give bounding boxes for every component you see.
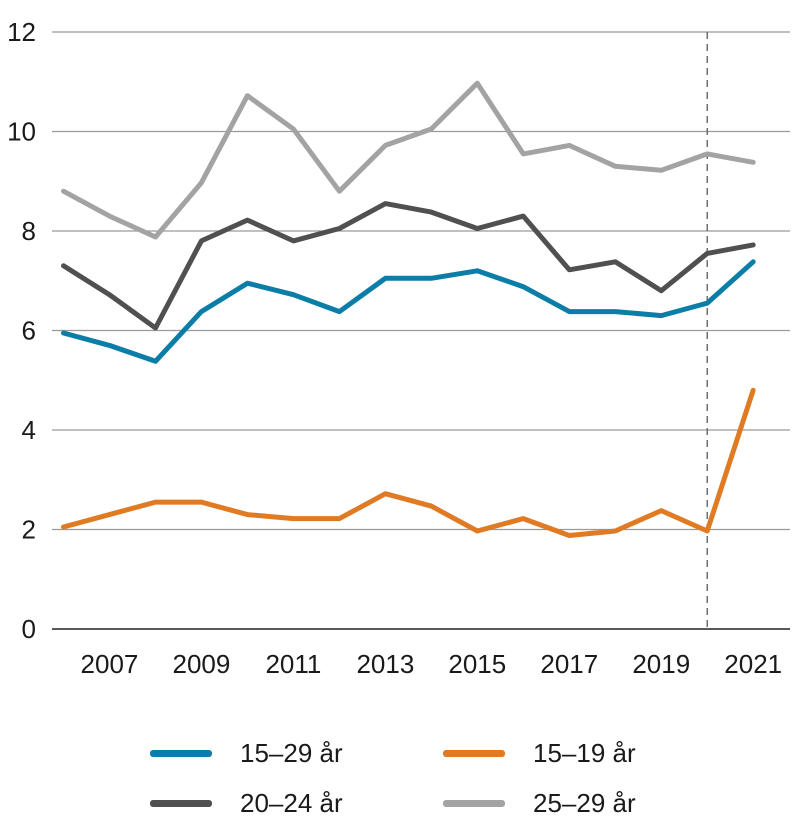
y-tick-label: 4: [22, 415, 36, 445]
x-tick-label: 2009: [173, 649, 231, 679]
legend-label: 15–29 år: [240, 738, 343, 768]
series-line-3: [61, 80, 756, 240]
y-axis-ticks: 0 2 4 6 8 10 12: [7, 17, 36, 644]
series-line-2: [61, 201, 756, 331]
legend-label: 15–19 år: [533, 738, 636, 768]
legend-swatch: [150, 800, 212, 807]
x-tick-label: 2021: [724, 649, 782, 679]
y-tick-label: 10: [7, 117, 36, 147]
y-tick-label: 6: [22, 316, 36, 346]
x-tick-label: 2017: [540, 649, 598, 679]
x-tick-label: 2019: [632, 649, 690, 679]
series-line-1: [61, 387, 756, 538]
series-lines: [61, 80, 756, 538]
legend-label: 25–29 år: [533, 788, 636, 818]
legend-swatch: [150, 750, 212, 757]
legend-item-15-29: 15–29 år: [150, 738, 343, 769]
y-tick-label: 12: [7, 17, 36, 47]
y-tick-label: 2: [22, 515, 36, 545]
x-axis-ticks: 2007 2009 2011 2013 2015 2017 2019 2021: [81, 649, 783, 679]
y-tick-label: 0: [22, 614, 36, 644]
legend-label: 20–24 år: [240, 788, 343, 818]
x-tick-label: 2013: [356, 649, 414, 679]
x-tick-label: 2015: [448, 649, 506, 679]
legend-item-25-29: 25–29 år: [443, 788, 636, 819]
legend-swatch: [443, 800, 505, 807]
gridlines: [52, 31, 790, 630]
series-line-0: [61, 259, 756, 364]
legend-swatch: [443, 750, 505, 757]
legend-item-20-24: 20–24 år: [150, 788, 343, 819]
legend-item-15-19: 15–19 år: [443, 738, 636, 769]
x-tick-label: 2011: [265, 649, 321, 679]
y-tick-label: 8: [22, 216, 36, 246]
x-tick-label: 2007: [81, 649, 139, 679]
